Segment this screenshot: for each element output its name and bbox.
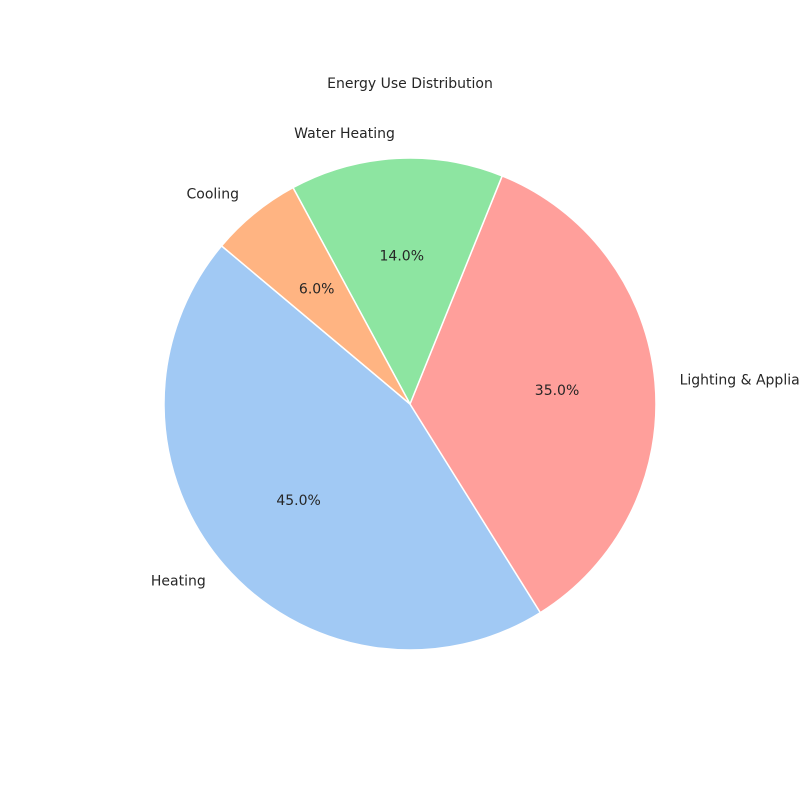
percent-labels: 45.0% 35.0% 14.0% 6.0% xyxy=(276,249,579,509)
pie-slice-lighting-and-appliances xyxy=(409,175,657,614)
pie-slice-cooling xyxy=(220,186,411,405)
pie-slices xyxy=(163,157,657,651)
pie-slice-heating xyxy=(163,245,542,651)
slice-label-heating: Heating xyxy=(151,574,206,590)
percent-label-heating: 45.0% xyxy=(276,493,320,509)
slice-label-water-heating: Water Heating xyxy=(294,126,395,142)
slice-label-cooling: Cooling xyxy=(187,186,239,202)
percent-label-cooling: 6.0% xyxy=(299,282,335,298)
slice-label-lighting-and-appliances: Lighting & Appliances xyxy=(680,372,800,388)
pie-slice-water-heating xyxy=(292,157,503,405)
slice-labels: Heating Lighting & Appliances Water Heatin… xyxy=(151,126,800,590)
percent-label-lighting-and-appliances: 35.0% xyxy=(535,383,579,399)
chart-title: Energy Use Distribution xyxy=(327,76,493,92)
percent-label-water-heating: 14.0% xyxy=(380,249,424,265)
